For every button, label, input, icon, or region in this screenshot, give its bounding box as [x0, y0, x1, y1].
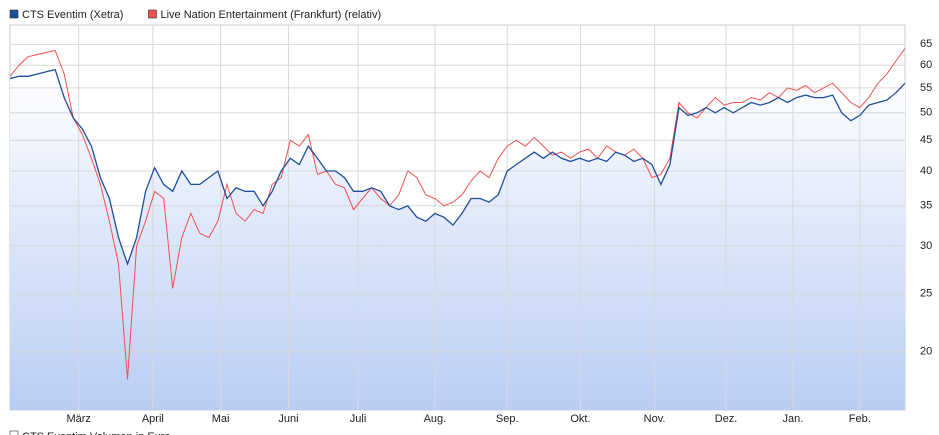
x-tick-label: Jan. [783, 413, 804, 425]
x-tick-label: Juni [278, 413, 298, 425]
y-tick-label: 35 [920, 200, 932, 212]
line [9, 68, 906, 267]
legend: CTS Eventim (Xetra) Live Nation Entertain… [9, 9, 381, 21]
x-tick-label: März [66, 413, 90, 425]
x-tick-label: Mai [212, 413, 230, 425]
y-tick-label: 30 [920, 240, 932, 252]
y-tick-label: 20 [920, 346, 932, 358]
legend-swatch [9, 430, 19, 435]
y-tick-label: 55 [920, 82, 932, 94]
line [9, 48, 906, 380]
x-tick-label: Sep. [496, 413, 519, 425]
y-tick-label: 45 [920, 134, 932, 146]
legend-label: Live Nation Entertainment (Frankfurt) (r… [160, 9, 381, 21]
y-tick-label: 25 [920, 287, 932, 299]
y-tick-label: 60 [920, 59, 932, 71]
area [10, 69, 905, 410]
legend-label: CTS Eventim Volumen in Euro [22, 431, 171, 435]
x-tick-label: Juli [350, 413, 367, 425]
y-tick-label: 65 [920, 38, 932, 50]
legend-swatch [9, 9, 19, 19]
y-tick-label: 40 [920, 165, 932, 177]
x-tick-label: Dez. [715, 413, 738, 425]
x-tick-label: Aug. [424, 413, 447, 425]
x-tick-label: Okt. [570, 413, 590, 425]
legend-label: CTS Eventim (Xetra) [22, 9, 123, 21]
legend-swatch [148, 9, 157, 19]
x-tick-label: Nov. [644, 413, 666, 425]
x-tick-label: Feb. [849, 413, 871, 425]
x-tick-label: April [142, 413, 164, 425]
y-tick-label: 50 [920, 107, 932, 119]
